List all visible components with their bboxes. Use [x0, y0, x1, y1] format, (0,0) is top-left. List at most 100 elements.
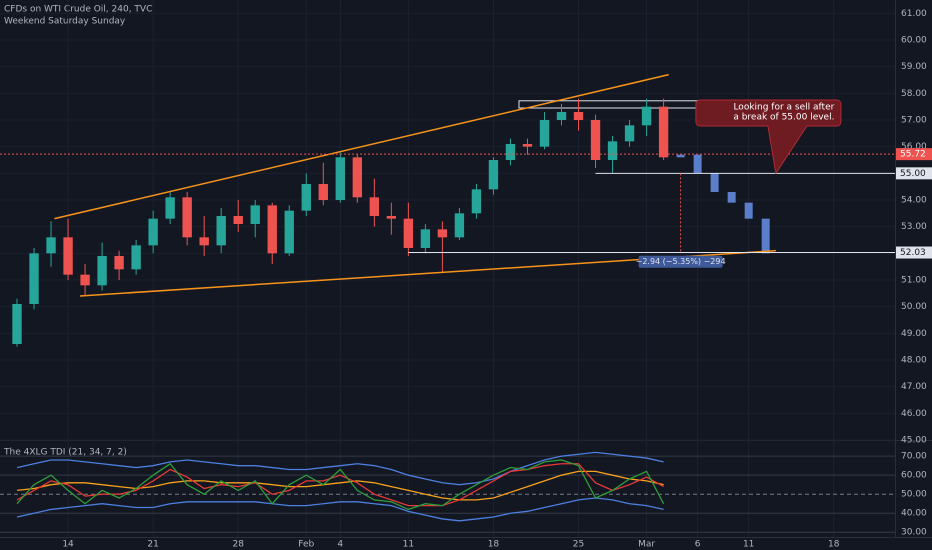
price-tag-label: 55.00	[900, 169, 926, 179]
projection-bar	[693, 154, 702, 174]
indicator-tick-label: 60.00	[901, 471, 927, 481]
candle-body	[454, 213, 465, 238]
price-tag-label: 52.03	[900, 248, 926, 258]
x-tick-label: 6	[695, 540, 701, 550]
y-tick-label: 61.00	[901, 9, 927, 19]
candle-body	[335, 157, 345, 200]
candle-body	[148, 218, 158, 246]
indicator-line	[16, 451, 664, 486]
chart-title: CFDs on WTI Crude Oil, 240, TVC	[4, 5, 152, 15]
candle-body	[114, 256, 124, 270]
y-tick-label: 53.00	[901, 222, 927, 232]
projection-bar	[744, 202, 753, 219]
projection-bar	[710, 173, 719, 192]
candle-body	[437, 229, 448, 238]
y-tick-label: 57.00	[901, 116, 927, 126]
indicator-line	[16, 459, 665, 511]
candle-body	[267, 205, 277, 254]
candle-body	[318, 184, 328, 200]
price-tag-label: 55.72	[900, 150, 926, 160]
projection-bar	[676, 154, 685, 158]
candle-body	[369, 197, 380, 216]
candle-body	[29, 253, 39, 304]
candle-body	[386, 216, 397, 219]
indicator-line	[16, 497, 664, 522]
x-tick-label: 11	[403, 540, 414, 550]
x-tick-label: 18	[488, 540, 500, 550]
candle-body	[97, 256, 107, 286]
callout-text: Looking for a sell after	[733, 103, 834, 113]
y-tick-label: 46.00	[901, 409, 927, 419]
candle-body	[488, 160, 499, 190]
x-tick-label: 11	[743, 540, 754, 550]
x-tick-label: 4	[337, 540, 343, 550]
measure-label: −2.94 (−5.35%) −294	[636, 257, 726, 266]
projection-bar	[727, 192, 736, 203]
x-tick-label: 21	[147, 540, 158, 550]
y-tick-label: 58.00	[901, 89, 927, 99]
y-tick-label: 50.00	[901, 302, 927, 312]
y-tick-label: 56.00	[901, 142, 927, 152]
projection-bar	[761, 218, 770, 254]
candle-body	[250, 205, 260, 224]
candle-body	[420, 229, 431, 248]
trendline	[54, 73, 669, 220]
candle-body	[284, 210, 294, 254]
candle-body	[624, 125, 635, 142]
measure-box	[638, 255, 723, 268]
candle-body	[12, 304, 22, 344]
grid	[0, 0, 895, 537]
y-tick-label: 49.00	[901, 329, 927, 339]
price-tag	[896, 148, 932, 161]
price-tag	[896, 167, 932, 180]
indicator-tick-label: 40.00	[901, 509, 927, 519]
candle-body	[233, 216, 243, 224]
candle-body	[556, 112, 567, 120]
x-tick-label: 25	[573, 540, 584, 550]
candle-body	[131, 245, 141, 270]
candle-body	[522, 144, 533, 147]
indicator-tick-label: 50.00	[901, 490, 927, 500]
chart-subtitle: Weekend Saturday Sunday	[4, 17, 126, 27]
y-tick-label: 51.00	[901, 276, 927, 286]
candle-body	[46, 237, 56, 254]
candle-body	[63, 237, 73, 275]
x-tick-label: 14	[62, 540, 74, 550]
indicator-title: The 4XLG TDI (21, 34, 7, 2)	[3, 448, 127, 458]
candle-body	[539, 120, 550, 147]
candle-body	[573, 112, 584, 120]
price-tag	[896, 246, 932, 259]
candle-body	[165, 197, 175, 219]
candle-body	[301, 184, 311, 211]
y-tick-label: 60.00	[901, 36, 927, 46]
x-tick-label: Mar	[638, 540, 655, 550]
candle-body	[199, 237, 209, 246]
candle-body	[658, 106, 669, 158]
candle-body	[607, 141, 618, 160]
indicator-tick-label: 30.00	[901, 528, 927, 538]
candle-body	[505, 144, 516, 160]
candle-body	[80, 274, 90, 286]
candle-body	[471, 189, 482, 214]
x-tick-label: 18	[828, 540, 840, 550]
indicator-line	[16, 470, 664, 501]
indicator-line	[16, 463, 664, 507]
y-tick-label: 59.00	[901, 62, 927, 72]
indicator-tick-label: 70.00	[901, 452, 927, 462]
candle-body	[403, 218, 414, 248]
candle-body	[352, 157, 362, 198]
candle-body	[182, 197, 192, 238]
y-tick-label: 47.00	[901, 382, 927, 392]
x-tick-label: Feb	[298, 540, 314, 550]
y-tick-label: 48.00	[901, 356, 927, 366]
x-tick-label: 28	[232, 540, 244, 550]
y-tick-label: 54.00	[901, 196, 927, 206]
candle-body	[590, 120, 601, 160]
callout-text: a break of 55.00 level.	[733, 113, 834, 123]
callout-bubble	[695, 99, 842, 175]
y-tick-label: 45.00	[901, 436, 927, 446]
candle-body	[641, 106, 652, 126]
candle-body	[216, 216, 226, 246]
